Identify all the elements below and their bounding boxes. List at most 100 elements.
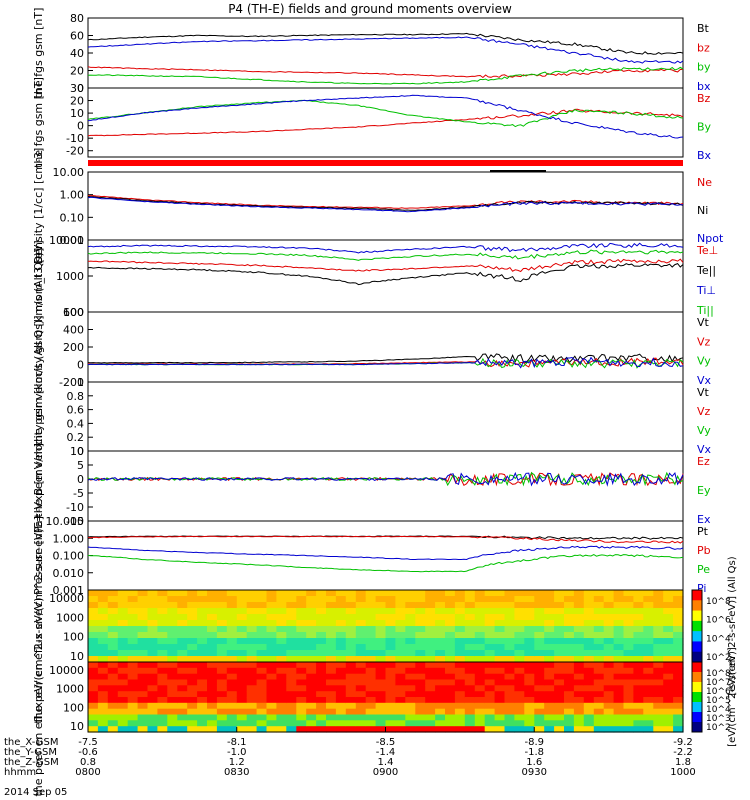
spectrogram-cell: [593, 638, 605, 645]
spectrogram-cell: [355, 608, 367, 615]
spectrogram-cell: [474, 614, 486, 621]
spectrogram-cell: [286, 650, 297, 657]
spectrogram-cell: [474, 679, 486, 686]
spectrogram-cell: [187, 626, 198, 633]
spectrogram-cell: [653, 726, 664, 733]
spectrogram-cell: [88, 714, 99, 721]
spectrogram-cell: [256, 685, 268, 692]
spectrogram-cell: [573, 602, 585, 609]
spectrogram-cell: [623, 590, 634, 597]
spectrogram-cell: [405, 708, 416, 716]
legend-label: Bx: [697, 149, 712, 162]
spectrogram-cell: [246, 679, 258, 686]
spectrogram-cell: [286, 614, 297, 621]
spectrogram-cell: [534, 626, 545, 633]
spectrogram-cell: [653, 708, 664, 716]
spectrogram-cell: [365, 608, 377, 615]
spectrogram-cell: [167, 590, 178, 597]
spectrogram-cell: [494, 685, 506, 692]
spectrogram-cell: [415, 596, 426, 603]
spectrogram-cell: [524, 632, 535, 639]
spectrogram-cell: [415, 679, 426, 686]
spectrogram-cell: [613, 650, 625, 657]
spectrogram-cell: [474, 685, 486, 692]
spectrogram-cell: [613, 608, 625, 615]
spectrogram-cell: [583, 602, 595, 609]
spectrogram-cell: [167, 673, 178, 681]
spectrogram-cell: [425, 608, 436, 615]
spectrogram-cell: [603, 667, 615, 675]
spectrogram-cell: [544, 632, 555, 639]
spectrogram-cell: [177, 626, 188, 633]
spectrogram-cell: [454, 679, 466, 686]
spectrogram-cell: [226, 708, 238, 716]
spectrogram-cell: [504, 714, 515, 721]
spectrogram-cell: [246, 614, 258, 621]
spectrogram-cell: [365, 702, 377, 710]
spectrogram-cell: [246, 626, 258, 633]
spectrogram-cell: [286, 726, 297, 733]
spectrogram-cell: [385, 685, 396, 692]
spectrogram-cell: [514, 662, 525, 669]
spectrogram-cell: [137, 650, 149, 657]
spectrogram-cell: [593, 697, 605, 704]
spectrogram-cell: [464, 714, 476, 721]
spectrogram-cell: [97, 626, 109, 633]
spectrogram-cell: [197, 708, 208, 716]
spectrogram-cell: [107, 602, 119, 609]
spectrogram-cell: [147, 620, 158, 627]
spectrogram-cell: [137, 662, 149, 669]
spectrogram-cell: [107, 596, 119, 603]
spectrogram-cell: [385, 608, 396, 615]
spectrogram-cell: [633, 656, 644, 663]
series-line-7-3: [87, 471, 684, 487]
spectrogram-cell: [554, 614, 565, 621]
spectrogram-cell: [643, 667, 654, 675]
spectrogram-cell: [385, 644, 396, 651]
spectrogram-cell: [137, 632, 149, 639]
spectrogram-cell: [494, 697, 506, 704]
spectrogram-cell: [514, 596, 525, 603]
spectrogram-cell: [88, 638, 99, 645]
spectrogram-cell: [633, 650, 644, 657]
spectrogram-cell: [216, 685, 228, 692]
spectrogram-cell: [484, 644, 496, 651]
spectrogram-cell: [147, 608, 158, 615]
spectrogram-cell: [504, 656, 515, 663]
spectrogram-cell: [504, 667, 515, 675]
series-line-8-3: [87, 554, 684, 573]
spectrogram-cell: [157, 691, 168, 698]
spectrogram-cell: [534, 673, 545, 681]
spectrogram-cell: [97, 644, 109, 651]
y-tick-label: 1000: [56, 683, 84, 696]
spectrogram-cell: [613, 632, 625, 639]
spectrogram-cell: [494, 720, 506, 727]
spectrogram-cell: [266, 667, 277, 675]
spectrogram-cell: [464, 596, 476, 603]
spectrogram-cell: [276, 662, 287, 669]
spectrogram-cell: [405, 667, 416, 675]
spectrogram-cell: [345, 673, 357, 681]
spectrogram-cell: [187, 650, 198, 657]
spectrogram-cell: [425, 614, 436, 621]
x-tick-label: -0.6: [78, 747, 98, 758]
spectrogram-cell: [663, 656, 674, 663]
spectrogram-cell: [395, 708, 406, 716]
series-line-7-1: [87, 471, 684, 487]
x-row-label: the_Y-GSM: [4, 747, 57, 758]
spectrogram-cell: [236, 726, 248, 733]
spectrogram-cell: [286, 644, 297, 651]
spectrogram-cell: [454, 614, 466, 621]
spectrogram-cell: [137, 714, 149, 721]
spectrogram-cell: [445, 691, 456, 698]
spectrogram-cell: [514, 650, 525, 657]
spectrogram-cell: [345, 726, 357, 733]
spectrogram-cell: [593, 614, 605, 621]
spectrogram-cell: [167, 691, 178, 698]
spectrogram-cell: [256, 714, 268, 721]
spectrogram-cell: [653, 679, 664, 686]
spectrogram-cell: [365, 697, 377, 704]
spectrogram-cell: [395, 614, 406, 621]
spectrogram-cell: [137, 726, 149, 733]
